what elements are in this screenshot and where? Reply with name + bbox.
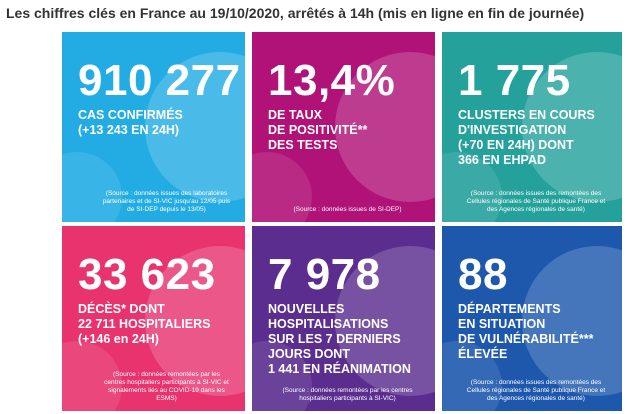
- label-line: 366 EN EHPAD: [458, 153, 546, 167]
- source-note: (Source : données remontées par les cent…: [282, 387, 413, 402]
- label-line: EN SITUATION: [458, 317, 546, 331]
- stat-label: DE TAUX DE POSITIVITÉ** DES TESTS: [268, 108, 367, 153]
- stat-number: 1 775: [458, 56, 571, 105]
- stat-tile: 88 DÉPARTEMENTS EN SITUATION DE VULNÉRABILI…: [442, 226, 622, 411]
- stat-label: NOUVELLES HOSPITALISATIONS SUR LES 7 DERNI…: [268, 302, 411, 377]
- stat-tile: 1 775 CLUSTERS EN COURS D'INVESTIGATION (+7…: [442, 32, 622, 222]
- stat-tile: 7 978 NOUVELLES HOSPITALISATIONS SUR LES 7 …: [252, 226, 435, 411]
- stat-label: CAS CONFIRMÉS (+13 243 EN 24H): [78, 108, 183, 138]
- stat-number: 88: [458, 250, 508, 299]
- label-line: 22 711 HOSPITALIERS: [78, 317, 211, 331]
- label-line: SUR LES 7 DERNIERS: [268, 332, 401, 346]
- stat-tile: 33 623 DÉCÈS* DONT 22 711 HOSPITALIERS (+14…: [62, 226, 245, 411]
- stat-label: DÉPARTEMENTS EN SITUATION DE VULNÉRABILITÉ…: [458, 302, 593, 362]
- label-line: CLUSTERS EN COURS: [458, 108, 595, 122]
- label-line: CAS CONFIRMÉS: [78, 108, 183, 122]
- label-line: HOSPITALISATIONS: [268, 317, 389, 331]
- label-line: (+13 243 EN 24H): [78, 123, 180, 137]
- label-line: (+146 en 24H): [78, 332, 159, 346]
- label-line: NOUVELLES: [268, 302, 345, 316]
- stat-number: 33 623: [78, 250, 216, 299]
- label-line: DÉCÈS* DONT: [78, 302, 165, 316]
- label-line: 1 441 EN RÉANIMATION: [268, 362, 411, 376]
- source-note: (Source : données issues des remontées d…: [466, 379, 606, 402]
- label-line: ÉLEVÉE: [458, 347, 508, 361]
- source-note: (Source : données issues des remontées d…: [466, 190, 606, 213]
- label-line: JOURS DONT: [268, 347, 350, 361]
- stat-number: 13,4%: [268, 56, 396, 105]
- stat-tile: 910 277 CAS CONFIRMÉS (+13 243 EN 24H) (Sou…: [62, 32, 245, 222]
- label-line: DÉPARTEMENTS: [458, 302, 561, 316]
- stat-label: CLUSTERS EN COURS D'INVESTIGATION (+70 EN …: [458, 108, 595, 168]
- label-line: DE VULNÉRABILITÉ***: [458, 332, 594, 346]
- stat-number: 910 277: [78, 56, 241, 105]
- source-note: (Source : données issues des laboratoire…: [102, 190, 231, 213]
- source-note: (Source : données issues de SI-DEP): [293, 206, 402, 213]
- label-line: (+70 EN 24H) DONT: [458, 138, 574, 152]
- label-line: D'INVESTIGATION: [458, 123, 567, 137]
- stat-tile: 13,4% DE TAUX DE POSITIVITÉ** DES TESTS (Sou…: [252, 32, 435, 222]
- label-line: DE POSITIVITÉ**: [268, 123, 368, 137]
- page-title: Les chiffres clés en France au 19/10/202…: [6, 5, 585, 21]
- label-line: DES TESTS: [268, 138, 338, 152]
- stat-label: DÉCÈS* DONT 22 711 HOSPITALIERS (+146 en 2…: [78, 302, 210, 347]
- stat-number: 7 978: [268, 250, 381, 299]
- source-note: (Source : données remontées par les cent…: [104, 371, 229, 402]
- label-line: DE TAUX: [268, 108, 322, 122]
